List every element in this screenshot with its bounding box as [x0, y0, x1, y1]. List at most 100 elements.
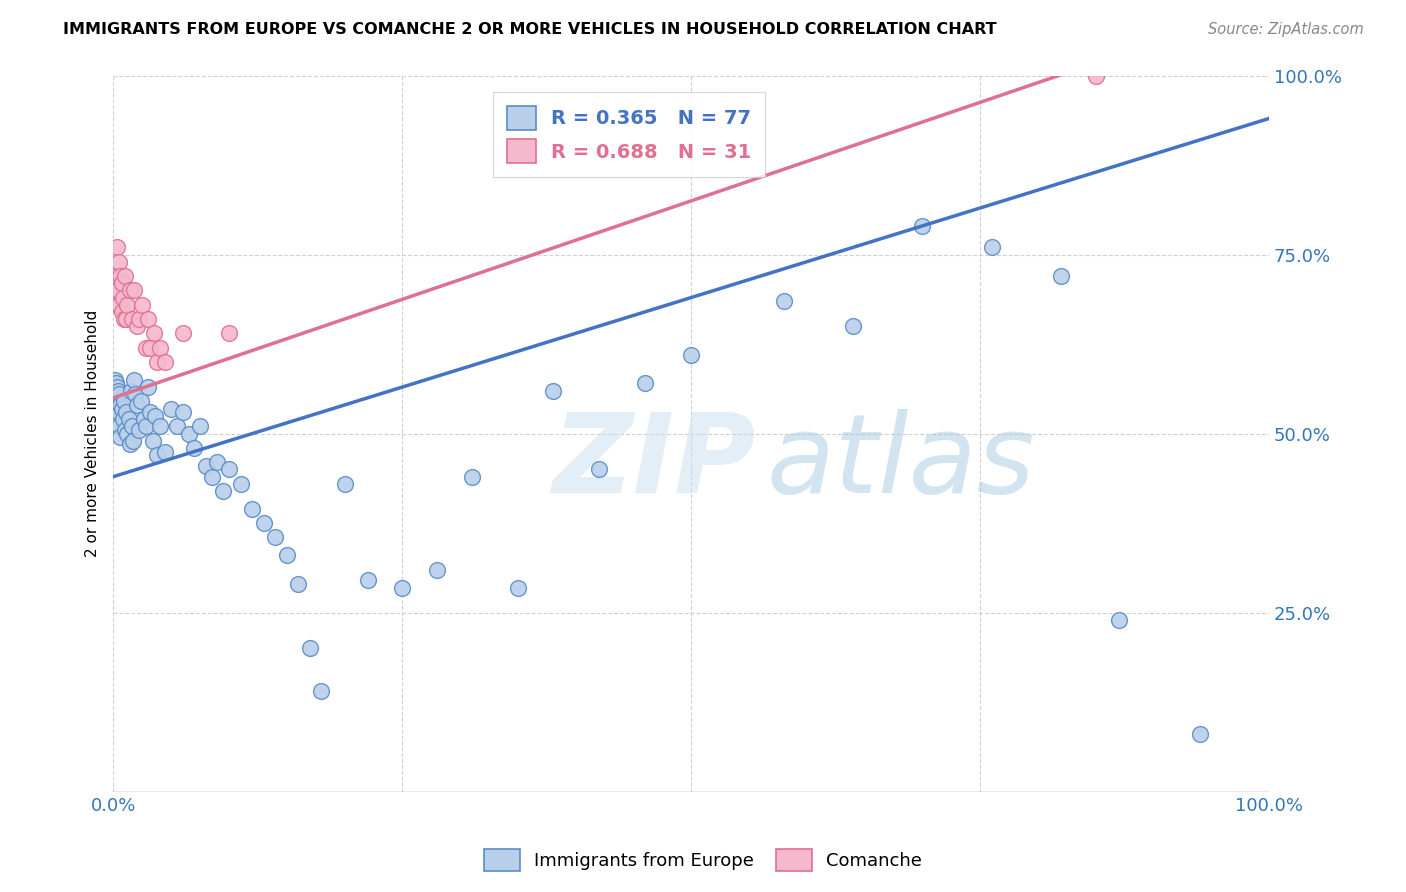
- Point: [105, 298, 128, 312]
- Point: [121, 419, 143, 434]
- Point: [122, 434, 145, 448]
- Point: [108, 298, 131, 312]
- Point: [146, 355, 169, 369]
- Point: [110, 268, 132, 283]
- Point: [105, 380, 128, 394]
- Point: [287, 577, 309, 591]
- Point: [108, 419, 131, 434]
- Point: [135, 341, 157, 355]
- Point: [115, 405, 138, 419]
- Point: [1050, 268, 1073, 283]
- Point: [172, 326, 194, 341]
- Point: [114, 268, 136, 283]
- Point: [172, 405, 194, 419]
- Point: [911, 219, 934, 233]
- Point: [177, 426, 200, 441]
- Point: [124, 387, 146, 401]
- Point: [135, 419, 157, 434]
- Point: [108, 254, 131, 268]
- Point: [108, 387, 131, 401]
- Point: [117, 426, 139, 441]
- Point: [333, 476, 356, 491]
- Point: [681, 348, 703, 362]
- Point: [110, 401, 132, 416]
- Point: [124, 284, 146, 298]
- Point: [104, 416, 127, 430]
- Point: [426, 563, 449, 577]
- Point: [139, 405, 162, 419]
- Point: [118, 284, 141, 298]
- Text: IMMIGRANTS FROM EUROPE VS COMANCHE 2 OR MORE VEHICLES IN HOUSEHOLD CORRELATION C: IMMIGRANTS FROM EUROPE VS COMANCHE 2 OR …: [63, 22, 997, 37]
- Point: [160, 401, 183, 416]
- Point: [107, 384, 129, 398]
- Point: [155, 444, 177, 458]
- Point: [166, 419, 188, 434]
- Point: [207, 455, 229, 469]
- Point: [155, 355, 177, 369]
- Text: atlas: atlas: [766, 409, 1035, 516]
- Point: [143, 409, 166, 423]
- Point: [104, 405, 127, 419]
- Point: [1084, 69, 1107, 83]
- Point: [980, 240, 1002, 254]
- Point: [136, 312, 159, 326]
- Point: [264, 531, 287, 545]
- Point: [201, 469, 224, 483]
- Point: [107, 405, 129, 419]
- Point: [111, 291, 134, 305]
- Point: [1188, 727, 1211, 741]
- Text: Source: ZipAtlas.com: Source: ZipAtlas.com: [1208, 22, 1364, 37]
- Point: [110, 430, 132, 444]
- Point: [120, 384, 142, 398]
- Point: [105, 394, 128, 409]
- Point: [110, 305, 132, 319]
- Point: [142, 326, 165, 341]
- Point: [139, 341, 162, 355]
- Legend: Immigrants from Europe, Comanche: Immigrants from Europe, Comanche: [477, 842, 929, 879]
- Point: [104, 376, 127, 391]
- Point: [149, 419, 172, 434]
- Point: [111, 412, 134, 426]
- Point: [276, 549, 298, 563]
- Point: [149, 341, 172, 355]
- Point: [1108, 613, 1130, 627]
- Point: [842, 319, 865, 334]
- Point: [218, 462, 240, 476]
- Point: [506, 581, 529, 595]
- Point: [391, 581, 413, 595]
- Point: [104, 391, 127, 405]
- Text: ZIP: ZIP: [553, 409, 756, 516]
- Point: [104, 384, 127, 398]
- Point: [118, 437, 141, 451]
- Point: [132, 412, 155, 426]
- Point: [125, 398, 148, 412]
- Point: [229, 476, 252, 491]
- Point: [131, 298, 153, 312]
- Point: [104, 401, 127, 416]
- Legend: R = 0.365   N = 77, R = 0.688   N = 31: R = 0.365 N = 77, R = 0.688 N = 31: [494, 93, 765, 177]
- Point: [114, 423, 136, 437]
- Point: [107, 284, 129, 298]
- Point: [105, 240, 128, 254]
- Point: [146, 448, 169, 462]
- Y-axis label: 2 or more Vehicles in Household: 2 or more Vehicles in Household: [86, 310, 100, 558]
- Point: [125, 319, 148, 334]
- Point: [104, 268, 127, 283]
- Point: [115, 312, 138, 326]
- Point: [110, 277, 132, 291]
- Point: [112, 312, 135, 326]
- Point: [240, 501, 263, 516]
- Point: [460, 469, 482, 483]
- Point: [212, 483, 235, 498]
- Point: [634, 376, 657, 391]
- Point: [129, 394, 152, 409]
- Point: [188, 419, 211, 434]
- Point: [142, 434, 165, 448]
- Point: [541, 384, 564, 398]
- Point: [298, 641, 321, 656]
- Point: [253, 516, 276, 530]
- Point: [357, 574, 380, 588]
- Point: [136, 380, 159, 394]
- Point: [121, 312, 143, 326]
- Point: [128, 312, 150, 326]
